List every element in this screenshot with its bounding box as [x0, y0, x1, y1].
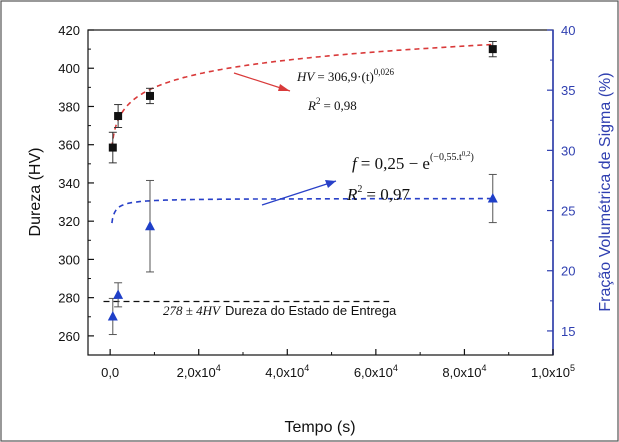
left-tick-label: 360 — [58, 138, 80, 153]
x-tick-label: 6,0x104 — [354, 363, 398, 380]
right-tick-label: 25 — [561, 204, 575, 219]
sigma-r2-value: = 0,97 — [366, 185, 410, 204]
hardness-point — [114, 112, 122, 120]
x-tick-label: 1,0x105 — [531, 363, 575, 380]
hardness-r2-value: = 0,98 — [323, 98, 356, 113]
x-tick-label: 0,0 — [101, 365, 119, 380]
x-tick-exponent: 5 — [570, 363, 575, 373]
x-tick-mantissa: 0,0 — [101, 365, 119, 380]
reference-label: 278 ± 4HV Dureza do Estado de Entrega — [163, 303, 397, 318]
sigma-r2-label: R — [346, 185, 358, 204]
x-tick-mantissa: 6,0x10 — [354, 365, 393, 380]
x-tick-label: 2,0x104 — [177, 363, 221, 380]
x-axis-title: Tempo (s) — [284, 419, 355, 436]
left-tick-label: 260 — [58, 329, 80, 344]
sigma-r2-sup: 2 — [357, 184, 362, 195]
x-tick-mantissa: 4,0x10 — [265, 365, 304, 380]
reference-label-text: Dureza do Estado de Entrega — [225, 303, 397, 318]
sigma-equation-exponent: (−0,55.t — [430, 152, 462, 163]
left-tick-label: 340 — [58, 176, 80, 191]
hardness-point — [109, 144, 117, 152]
right-tick-label: 20 — [561, 264, 575, 279]
right-tick-label: 30 — [561, 143, 575, 158]
right-tick-label: 40 — [561, 23, 575, 38]
x-tick-mantissa: 8,0x10 — [442, 365, 481, 380]
left-tick-label: 380 — [58, 99, 80, 114]
hardness-r2-label: R — [307, 98, 316, 113]
right-tick-label: 15 — [561, 324, 575, 339]
x-tick-mantissa: 1,0x10 — [531, 365, 570, 380]
hardness-r2-sup: 2 — [316, 96, 321, 106]
right-axis-title: Fração Volumétrica de Sigma (%) — [597, 72, 614, 311]
hardness-equation-rhs: = 306,9·(t) — [317, 69, 373, 84]
x-tick-exponent: 4 — [481, 363, 486, 373]
hardness-equation-lhs: HV — [296, 69, 316, 84]
sigma-r2: R2 = 0,97 — [346, 184, 410, 204]
x-tick-exponent: 4 — [216, 363, 221, 373]
sigma-equation-exponent-close: ) — [470, 152, 473, 163]
hardness-point — [489, 45, 497, 53]
x-tick-exponent: 4 — [304, 363, 309, 373]
left-tick-label: 300 — [58, 252, 80, 267]
reference-label-prefix: 278 ± 4HV — [163, 303, 222, 318]
right-tick-label: 35 — [561, 83, 575, 98]
hardness-point — [146, 92, 154, 100]
x-tick-mantissa: 2,0x10 — [177, 365, 216, 380]
hardness-r2: R2 = 0,98 — [307, 96, 357, 113]
left-tick-label: 420 — [58, 23, 80, 38]
left-tick-label: 320 — [58, 214, 80, 229]
left-tick-label: 400 — [58, 61, 80, 76]
left-axis-title: Dureza (HV) — [27, 148, 44, 237]
x-tick-label: 4,0x104 — [265, 363, 309, 380]
left-tick-label: 280 — [58, 291, 80, 306]
x-tick-exponent: 4 — [393, 363, 398, 373]
x-tick-label: 8,0x104 — [442, 363, 486, 380]
sigma-equation-rhs: = 0,25 − e — [361, 154, 430, 173]
hardness-equation-exponent: 0,026 — [374, 67, 395, 77]
